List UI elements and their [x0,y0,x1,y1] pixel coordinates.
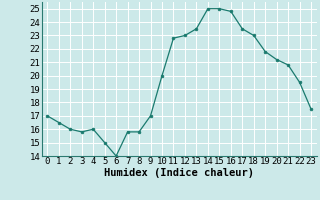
X-axis label: Humidex (Indice chaleur): Humidex (Indice chaleur) [104,168,254,178]
